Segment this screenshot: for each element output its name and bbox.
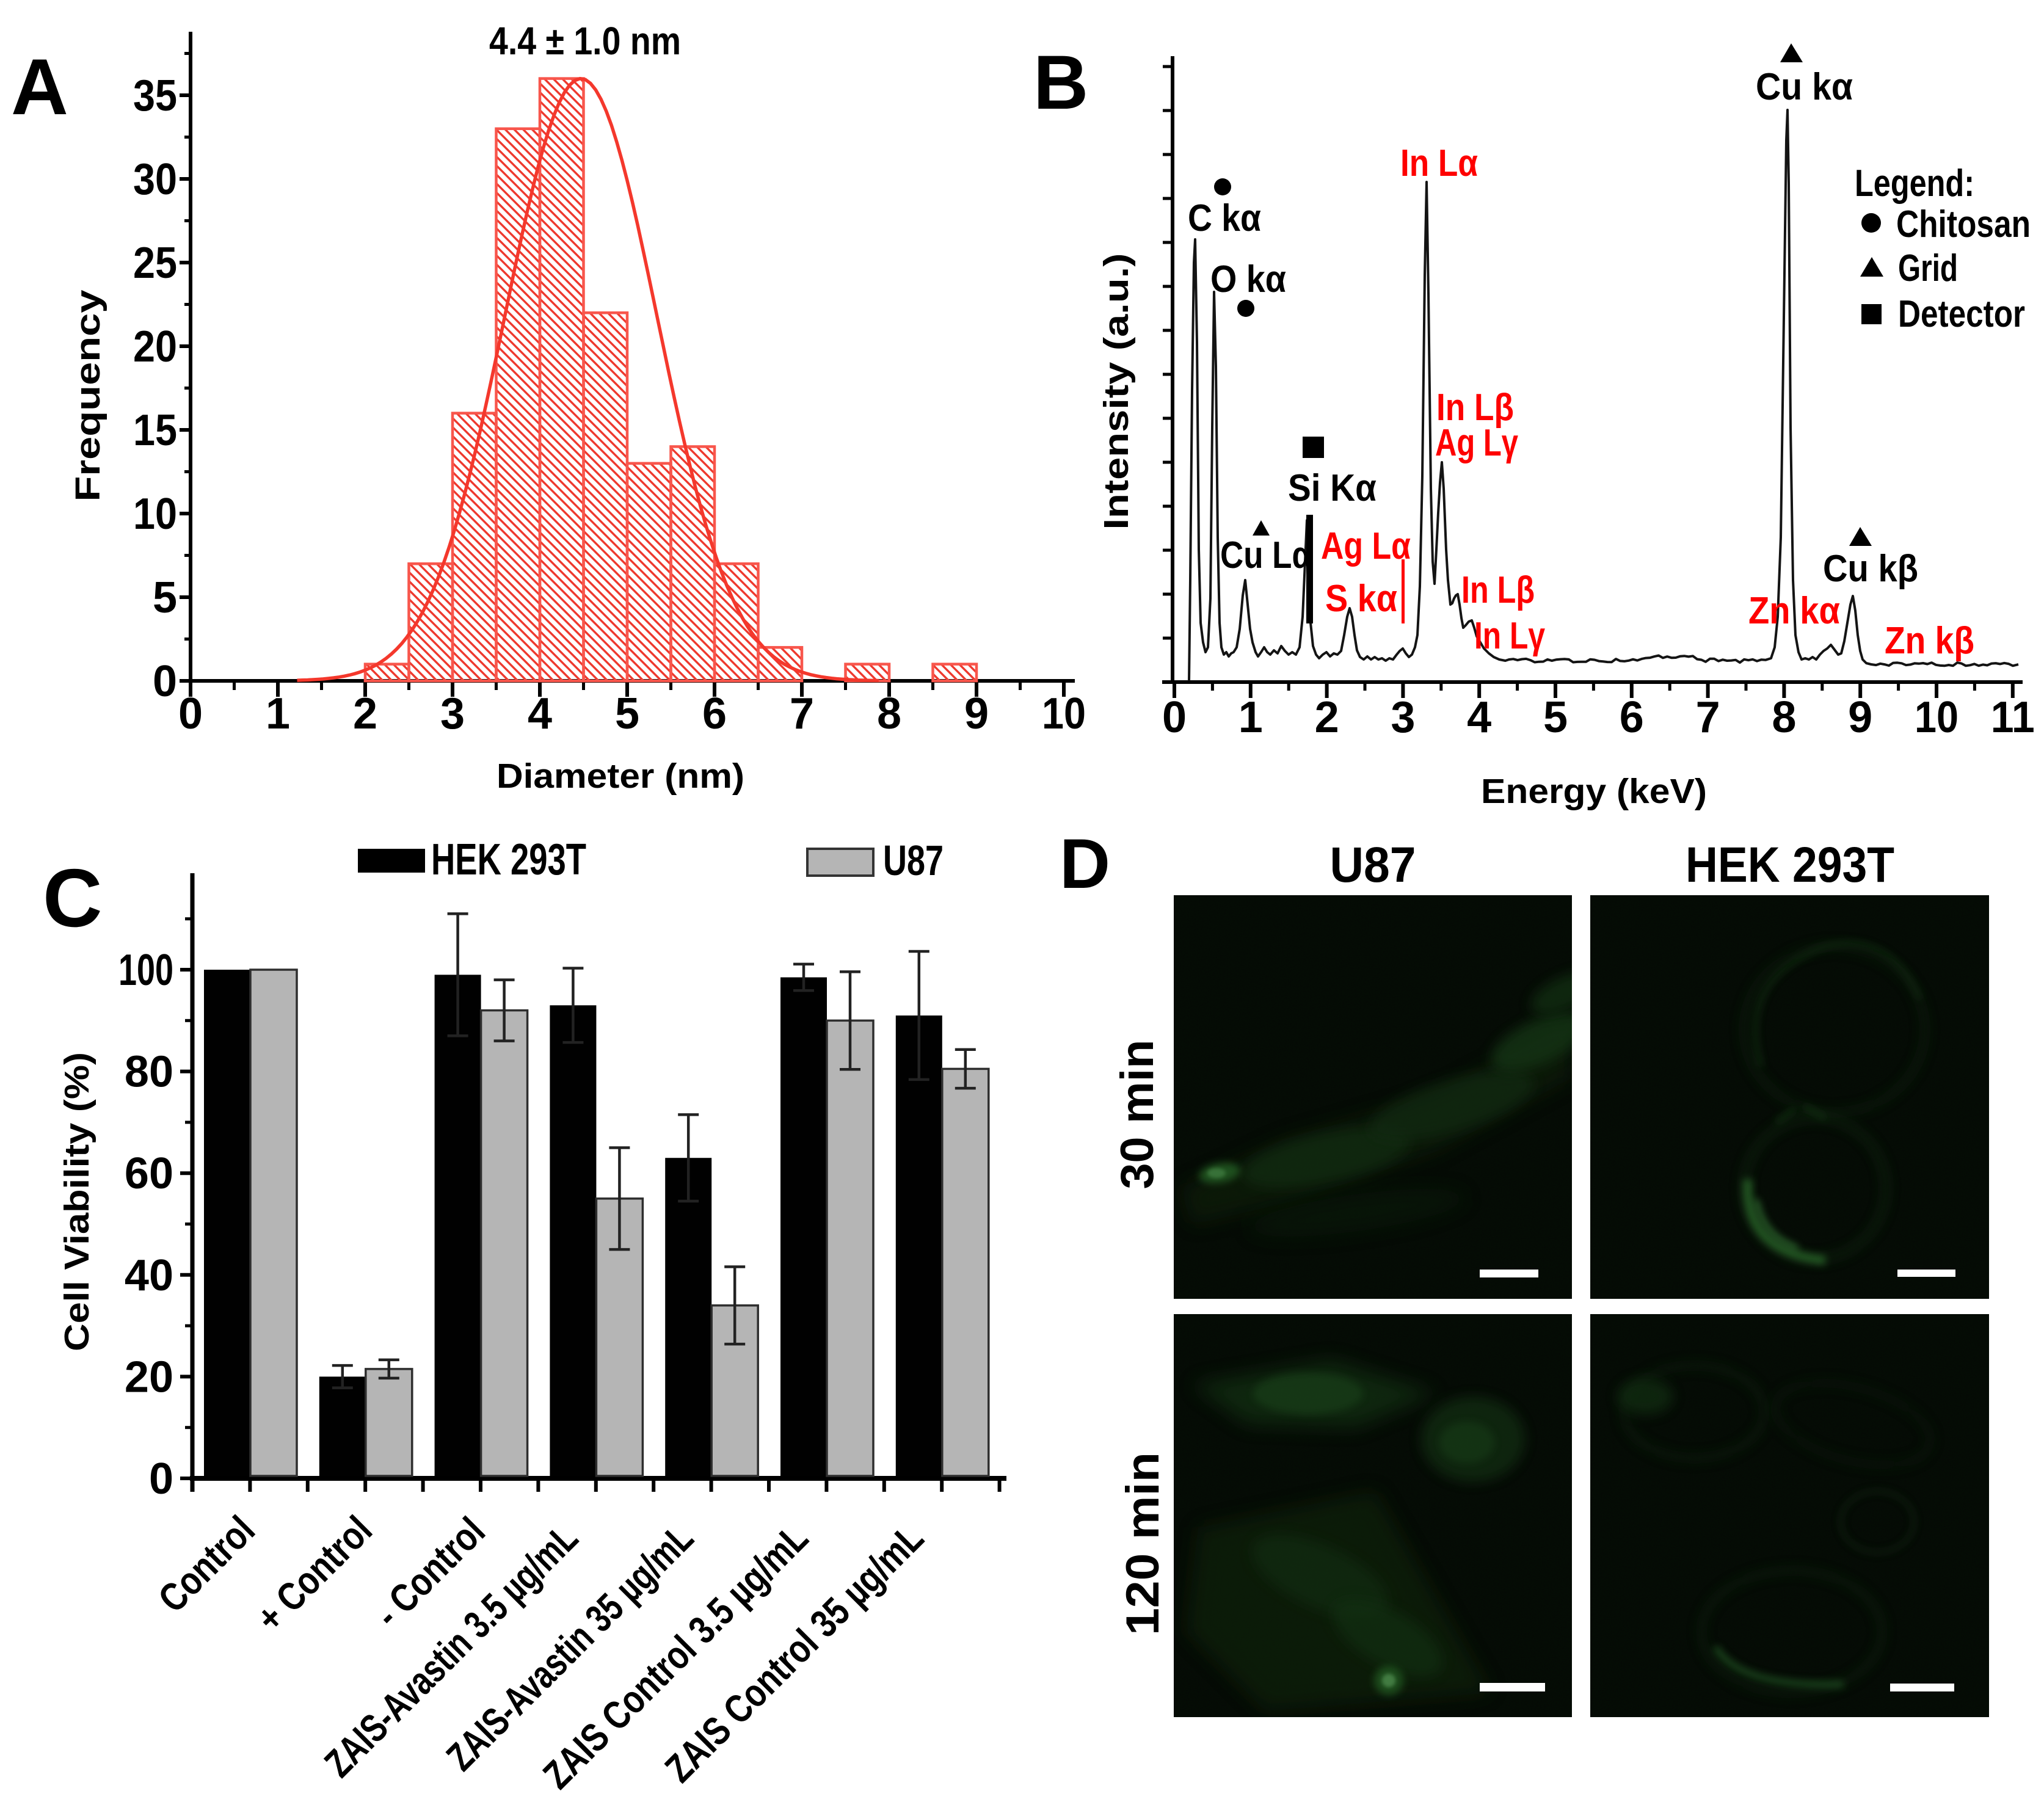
svg-text:2: 2 xyxy=(1315,693,1339,742)
svg-text:0: 0 xyxy=(1162,693,1187,742)
svg-text:Cell Viability (%): Cell Viability (%) xyxy=(57,1052,96,1351)
svg-text:8: 8 xyxy=(877,689,901,738)
svg-text:A: A xyxy=(11,42,68,131)
svg-text:U87: U87 xyxy=(883,837,944,884)
svg-text:Legend:: Legend: xyxy=(1855,162,1974,205)
svg-text:In Lβ: In Lβ xyxy=(1461,569,1535,611)
svg-text:20: 20 xyxy=(133,322,177,371)
svg-text:4.4 ± 1.0 nm: 4.4 ± 1.0 nm xyxy=(489,19,681,63)
svg-text:In Lα: In Lα xyxy=(1400,142,1478,184)
svg-text:S kα: S kα xyxy=(1325,578,1397,620)
svg-text:Zn kα: Zn kα xyxy=(1748,590,1840,632)
svg-text:100: 100 xyxy=(118,946,173,995)
svg-text:In Lβ: In Lβ xyxy=(1436,387,1514,429)
svg-text:HEK 293T: HEK 293T xyxy=(1686,837,1894,893)
svg-text:Detector: Detector xyxy=(1898,293,2025,335)
svg-text:25: 25 xyxy=(133,239,177,288)
svg-text:30 min: 30 min xyxy=(1111,1040,1163,1190)
svg-text:C: C xyxy=(43,852,103,944)
svg-text:6: 6 xyxy=(702,689,727,738)
svg-text:5: 5 xyxy=(153,573,177,622)
svg-text:7: 7 xyxy=(790,689,814,738)
svg-text:10: 10 xyxy=(133,490,177,539)
svg-text:D: D xyxy=(1060,825,1110,903)
svg-text:Cu kα: Cu kα xyxy=(1756,66,1853,108)
svg-text:Ag Lγ: Ag Lγ xyxy=(1435,422,1518,464)
svg-text:1: 1 xyxy=(266,689,290,738)
svg-text:10: 10 xyxy=(1915,693,1959,742)
svg-text:3: 3 xyxy=(1391,693,1415,742)
svg-text:U87: U87 xyxy=(1330,837,1416,893)
svg-text:9: 9 xyxy=(1848,693,1872,742)
svg-text:10: 10 xyxy=(1042,689,1086,738)
svg-text:Cu Lα: Cu Lα xyxy=(1220,534,1312,576)
svg-text:2: 2 xyxy=(353,689,377,738)
svg-text:7: 7 xyxy=(1696,693,1720,742)
svg-text:35: 35 xyxy=(133,71,177,120)
svg-text:0: 0 xyxy=(178,689,203,738)
svg-text:O kα: O kα xyxy=(1210,258,1286,300)
svg-text:30: 30 xyxy=(133,155,177,204)
svg-text:60: 60 xyxy=(125,1149,173,1198)
svg-text:6: 6 xyxy=(1620,693,1644,742)
svg-text:HEK 293T: HEK 293T xyxy=(431,835,586,884)
svg-text:20: 20 xyxy=(125,1353,173,1401)
svg-text:Frequency: Frequency xyxy=(68,289,107,501)
svg-text:Cu kβ: Cu kβ xyxy=(1823,548,1918,590)
svg-text:Chitosan: Chitosan xyxy=(1896,203,2031,245)
svg-text:5: 5 xyxy=(615,689,639,738)
svg-text:Diameter (nm): Diameter (nm) xyxy=(496,757,744,796)
svg-text:Energy (keV): Energy (keV) xyxy=(1481,772,1707,811)
svg-text:B: B xyxy=(1033,40,1088,125)
svg-text:Grid: Grid xyxy=(1898,247,1958,289)
svg-text:Si Kα: Si Kα xyxy=(1288,467,1377,509)
svg-text:80: 80 xyxy=(125,1048,173,1097)
svg-text:C kα: C kα xyxy=(1188,197,1261,239)
svg-text:120 min: 120 min xyxy=(1117,1452,1169,1635)
svg-text:Zn kβ: Zn kβ xyxy=(1885,620,1974,662)
svg-text:4: 4 xyxy=(528,689,552,738)
svg-text:3: 3 xyxy=(440,689,465,738)
svg-text:5: 5 xyxy=(1543,693,1568,742)
svg-text:40: 40 xyxy=(125,1251,173,1300)
svg-text:Ag Lα: Ag Lα xyxy=(1321,525,1411,567)
svg-text:1: 1 xyxy=(1238,693,1263,742)
svg-text:11: 11 xyxy=(1991,693,2035,742)
svg-text:0: 0 xyxy=(149,1455,173,1503)
svg-text:In Lγ: In Lγ xyxy=(1474,615,1545,657)
svg-text:15: 15 xyxy=(133,406,177,455)
svg-text:Intensity (a.u.): Intensity (a.u.) xyxy=(1097,253,1136,530)
svg-text:4: 4 xyxy=(1467,693,1491,742)
svg-text:9: 9 xyxy=(964,689,989,738)
svg-text:0: 0 xyxy=(153,657,177,706)
svg-text:8: 8 xyxy=(1772,693,1796,742)
